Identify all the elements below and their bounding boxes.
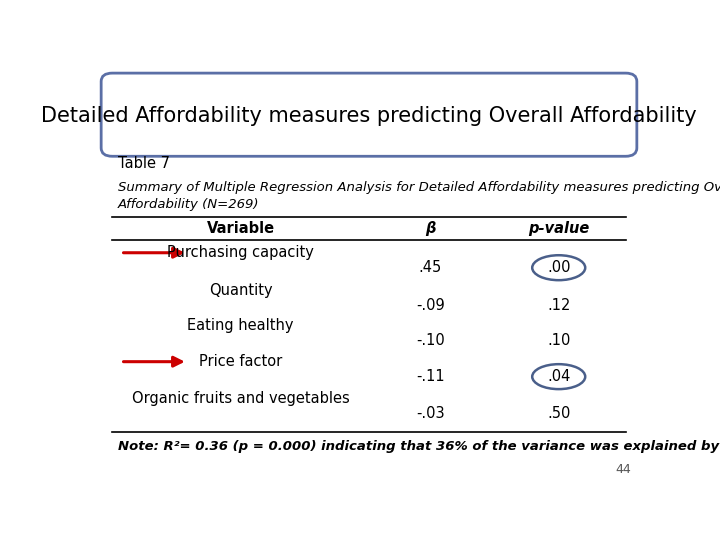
- Text: Summary of Multiple Regression Analysis for Detailed Affordability measures pred: Summary of Multiple Regression Analysis …: [118, 181, 720, 211]
- Text: Quantity: Quantity: [209, 282, 272, 298]
- Text: Purchasing capacity: Purchasing capacity: [167, 245, 314, 260]
- FancyBboxPatch shape: [101, 73, 637, 156]
- Text: Eating healthy: Eating healthy: [187, 318, 294, 333]
- Text: 44: 44: [616, 463, 631, 476]
- Text: Table 7: Table 7: [118, 156, 170, 171]
- Text: .50: .50: [547, 406, 570, 421]
- Text: β: β: [425, 221, 436, 236]
- Text: .45: .45: [419, 260, 442, 275]
- Text: -.09: -.09: [416, 298, 445, 313]
- Text: .12: .12: [547, 298, 570, 313]
- Text: Detailed Affordability measures predicting Overall Affordability: Detailed Affordability measures predicti…: [41, 105, 697, 125]
- Text: -.03: -.03: [416, 406, 445, 421]
- Text: .10: .10: [547, 333, 570, 348]
- Text: Variable: Variable: [207, 221, 275, 236]
- Text: .00: .00: [547, 260, 570, 275]
- Text: .04: .04: [547, 369, 570, 384]
- Text: -.11: -.11: [416, 369, 445, 384]
- Text: Note: R²= 0.36 (p = 0.000) indicating that 36% of the variance was explained by : Note: R²= 0.36 (p = 0.000) indicating th…: [118, 440, 720, 453]
- Text: Price factor: Price factor: [199, 354, 282, 369]
- Text: -.10: -.10: [416, 333, 445, 348]
- Text: Organic fruits and vegetables: Organic fruits and vegetables: [132, 391, 349, 406]
- Text: p-value: p-value: [528, 221, 590, 236]
